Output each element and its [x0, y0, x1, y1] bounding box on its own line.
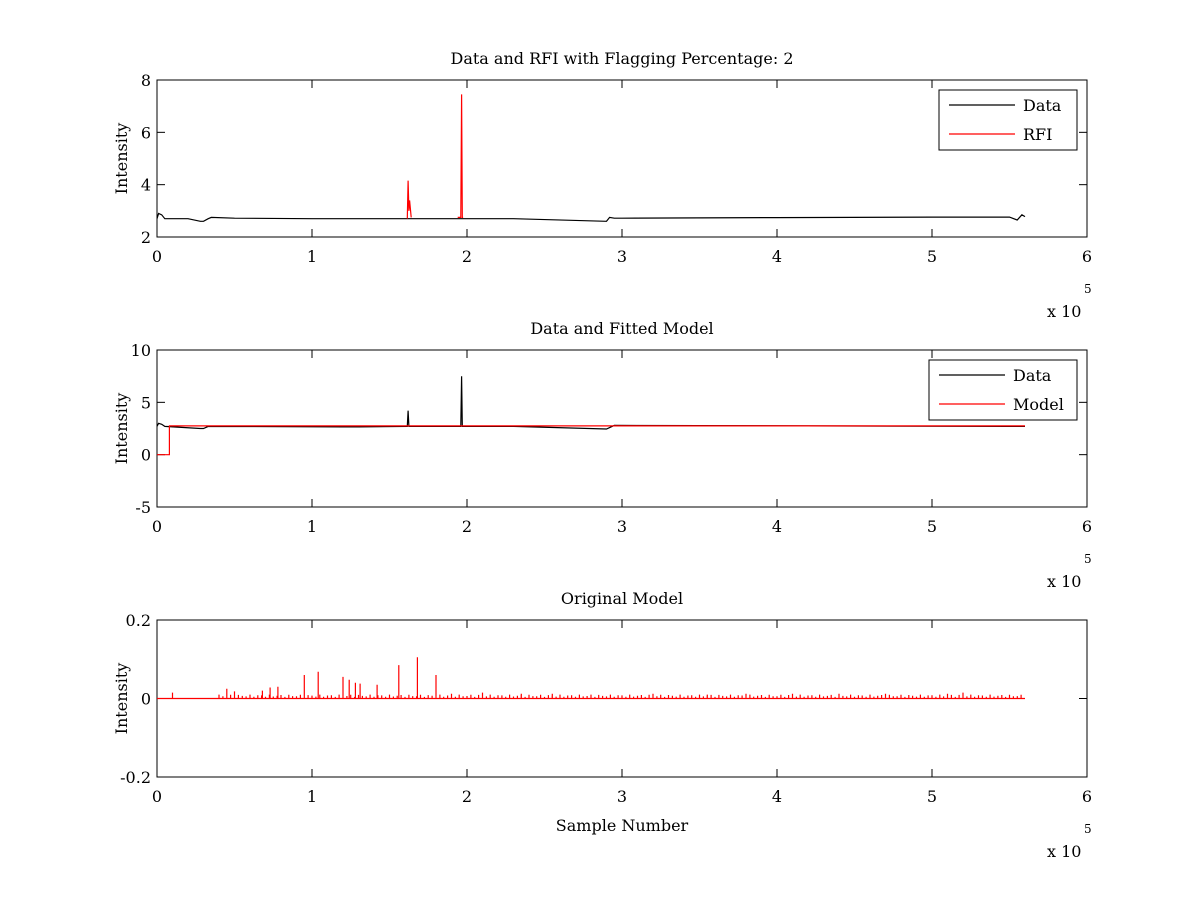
x-multiplier-label: x 10 — [1047, 572, 1081, 591]
plot-area — [157, 376, 1025, 456]
series-line-model — [157, 657, 1025, 700]
y-tick-label: 10 — [131, 341, 151, 360]
x-tick-label: 4 — [772, 247, 782, 266]
plot-area — [157, 657, 1025, 700]
y-tick-label: 0 — [141, 446, 151, 465]
x-multiplier-label: x 10 — [1047, 302, 1081, 321]
y-axis-label: Intensity — [112, 123, 131, 195]
y-axis-label: Intensity — [112, 663, 131, 735]
x-tick-label: 3 — [617, 517, 627, 536]
x-multiplier-exponent: 5 — [1084, 822, 1092, 836]
x-multiplier-label: x 10 — [1047, 842, 1081, 861]
chart-title-3: Original Model — [561, 589, 683, 608]
x-tick-label: 4 — [772, 787, 782, 806]
y-tick-label: 6 — [141, 123, 151, 142]
x-tick-label: 1 — [307, 787, 317, 806]
y-tick-label: 8 — [141, 71, 151, 90]
x-tick-label: 2 — [462, 517, 472, 536]
y-tick-label: 5 — [141, 393, 151, 412]
chart-title-1: Data and RFI with Flagging Percentage: 2 — [450, 49, 793, 68]
legend: Data Model — [928, 359, 1078, 421]
series-line-model — [157, 425, 1025, 456]
x-tick-label: 1 — [307, 247, 317, 266]
y-tick-label: 4 — [141, 176, 151, 195]
series-line-data — [157, 212, 1026, 222]
legend-box — [938, 89, 1078, 151]
axes-data-and-rfi: 0 1 2 3 4 5 6 2 4 6 8 Data and RFI with Flagging Pe… — [112, 49, 1092, 321]
y-tick-label: 2 — [141, 228, 151, 247]
legend: Data RFI — [938, 89, 1078, 151]
x-tick-label: 4 — [772, 517, 782, 536]
y-tick-label: 0 — [141, 690, 151, 709]
y-tick-label: -0.2 — [120, 768, 151, 787]
chart-title-2: Data and Fitted Model — [530, 319, 713, 338]
x-tick-label: 2 — [462, 787, 472, 806]
x-tick-label: 0 — [152, 517, 162, 536]
x-tick-label: 6 — [1082, 787, 1092, 806]
x-tick-label: 1 — [307, 517, 317, 536]
x-tick-label: 3 — [617, 787, 627, 806]
x-tick-label: 5 — [927, 247, 937, 266]
x-multiplier-exponent: 5 — [1084, 552, 1092, 566]
legend-label: Data — [1013, 366, 1052, 385]
legend-label: RFI — [1023, 125, 1052, 144]
y-tick-label: 0.2 — [126, 611, 151, 630]
x-tick-label: 0 — [152, 787, 162, 806]
legend-label: Model — [1013, 395, 1064, 414]
y-axis-label: Intensity — [112, 393, 131, 465]
legend-label: Data — [1023, 96, 1062, 115]
series-line-data — [157, 376, 1025, 430]
x-tick-label: 0 — [152, 247, 162, 266]
x-tick-label: 6 — [1082, 247, 1092, 266]
x-tick-label: 2 — [462, 247, 472, 266]
x-axis-label: Sample Number — [556, 816, 689, 835]
y-tick-label: -5 — [135, 498, 151, 517]
x-tick-label: 5 — [927, 787, 937, 806]
series-line-rfi — [406, 94, 464, 219]
plot-area — [157, 94, 1026, 222]
x-tick-label: 3 — [617, 247, 627, 266]
x-multiplier-exponent: 5 — [1084, 282, 1092, 296]
x-tick-label: 5 — [927, 517, 937, 536]
x-tick-label: 6 — [1082, 517, 1092, 536]
legend-box — [928, 359, 1078, 421]
